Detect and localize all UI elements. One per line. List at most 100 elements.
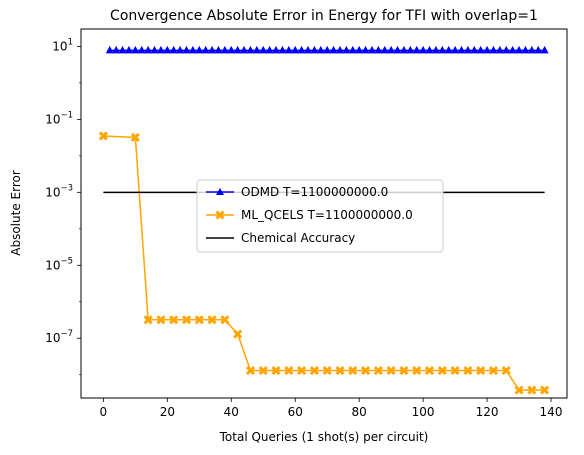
x-tick-label: 140: [540, 405, 563, 419]
data-point-ml-qcels: [271, 365, 281, 376]
data-point-odmd: [156, 45, 165, 54]
data-point-odmd: [201, 45, 210, 54]
data-point-odmd: [176, 45, 185, 54]
data-point-odmd: [291, 45, 300, 54]
data-point-ml-qcels: [220, 315, 230, 325]
legend-entry-ml-qcels: ML_QCELS T=1100000000.0: [206, 208, 413, 222]
data-point-odmd: [470, 45, 479, 54]
data-point-ml-qcels: [514, 385, 524, 395]
data-point-ml-qcels: [501, 365, 511, 376]
data-point-ml-qcels: [233, 329, 243, 339]
data-point-odmd: [348, 45, 357, 54]
data-point-odmd: [284, 45, 293, 54]
data-point-ml-qcels: [412, 365, 422, 376]
data-point-odmd: [297, 45, 306, 54]
x-tick-label: 120: [476, 405, 499, 419]
data-point-odmd: [508, 45, 517, 54]
y-tick-label: 10−5: [45, 256, 73, 272]
data-point-ml-qcels: [143, 315, 153, 325]
plot-frame: [80, 28, 568, 399]
data-point-odmd: [329, 45, 338, 54]
data-point-odmd: [387, 45, 396, 54]
data-point-odmd: [399, 45, 408, 54]
chart-title: Convergence Absolute Error in Energy for…: [110, 8, 538, 24]
data-point-ml-qcels: [309, 365, 319, 376]
data-point-ml-qcels: [245, 365, 256, 376]
data-point-odmd: [150, 45, 159, 54]
data-point-ml-qcels: [181, 315, 192, 325]
legend-marker-odmd: [216, 188, 224, 195]
data-point-ml-qcels: [130, 132, 140, 142]
data-point-ml-qcels: [463, 365, 473, 376]
data-point-odmd: [137, 45, 146, 54]
data-point-odmd: [220, 45, 229, 54]
data-point-odmd: [483, 45, 492, 54]
data-point-odmd: [304, 45, 313, 54]
x-tick-label: 40: [224, 405, 239, 419]
series-line-ml-qcels: [103, 135, 545, 391]
data-point-ml-qcels: [527, 385, 537, 395]
data-point-odmd: [367, 45, 376, 54]
legend-label-chemical-accuracy: Chemical Accuracy: [241, 231, 355, 245]
x-tick-label: 60: [288, 405, 303, 419]
data-point-odmd: [489, 45, 498, 54]
y-axis: 101 10−1 10−3 10−5 10−7: [45, 37, 81, 376]
data-point-odmd: [380, 45, 389, 54]
data-point-odmd: [431, 45, 440, 54]
data-point-odmd: [438, 45, 447, 54]
data-point-odmd: [419, 45, 428, 54]
data-point-odmd: [163, 45, 172, 54]
legend-label-ml-qcels: ML_QCELS T=1100000000.0: [241, 208, 413, 222]
legend-entry-odmd: ODMD T=1100000000.0: [206, 185, 388, 199]
data-point-odmd: [208, 45, 217, 54]
legend-label-odmd: ODMD T=1100000000.0: [241, 185, 388, 199]
y-tick-label: 10−1: [45, 110, 73, 126]
data-point-odmd: [124, 45, 133, 54]
data-point-odmd: [118, 45, 127, 54]
data-point-odmd: [444, 45, 453, 54]
data-point-odmd: [451, 45, 460, 54]
data-point-ml-qcels: [98, 131, 108, 141]
legend-marker-ml-qcels: [215, 210, 225, 220]
data-point-ml-qcels: [373, 365, 383, 376]
data-point-odmd: [144, 45, 153, 54]
data-point-odmd: [169, 45, 178, 54]
data-point-odmd: [246, 45, 255, 54]
legend: ODMD T=1100000000.0 ML_QCELS T=110000000…: [196, 179, 444, 253]
data-point-ml-qcels: [424, 365, 435, 376]
data-point-odmd: [195, 45, 204, 54]
data-point-odmd: [131, 45, 140, 54]
data-point-ml-qcels: [194, 315, 204, 325]
data-point-ml-qcels: [169, 315, 179, 325]
data-point-ml-qcels: [361, 365, 371, 376]
data-point-odmd: [534, 45, 543, 54]
legend-box: [196, 179, 444, 253]
data-point-odmd: [412, 45, 421, 54]
data-point-ml-qcels: [258, 365, 268, 376]
data-point-ml-qcels: [297, 365, 307, 376]
data-point-ml-qcels: [335, 365, 345, 376]
data-point-ml-qcels: [540, 385, 550, 395]
legend-entry-chemical-accuracy: Chemical Accuracy: [206, 231, 355, 245]
x-tick-label: 0: [100, 405, 108, 419]
x-axis-label: Total Queries (1 shot(s) per circuit): [219, 430, 429, 444]
y-tick-label: 101: [52, 37, 73, 53]
data-point-odmd: [335, 45, 344, 54]
data-point-ml-qcels: [284, 365, 294, 376]
data-point-odmd: [374, 45, 383, 54]
data-point-odmd: [425, 45, 434, 54]
data-point-odmd: [342, 45, 351, 54]
data-point-ml-qcels: [437, 365, 447, 376]
data-point-odmd: [463, 45, 472, 54]
data-point-odmd: [495, 45, 504, 54]
data-point-odmd: [316, 45, 325, 54]
data-point-odmd: [214, 45, 223, 54]
x-axis: 0 20 40 60 80 100 120 140: [100, 398, 563, 419]
data-point-odmd: [105, 45, 114, 54]
data-point-ml-qcels: [156, 315, 166, 325]
data-point-odmd: [272, 45, 281, 54]
data-point-odmd: [355, 45, 364, 54]
data-point-odmd: [502, 45, 511, 54]
data-point-odmd: [265, 45, 274, 54]
